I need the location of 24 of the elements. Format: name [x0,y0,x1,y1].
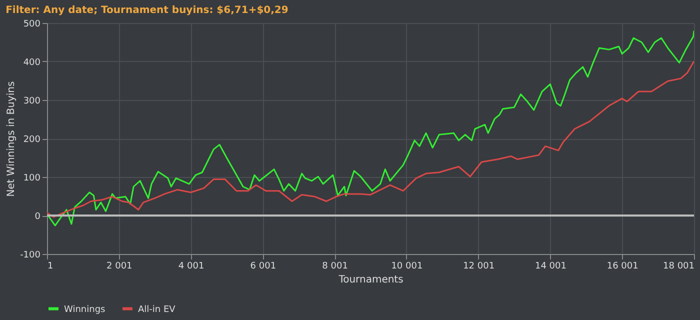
x-tick-label: 14 001 [534,262,566,272]
line-series [47,60,694,218]
x-tick-label: 16 001 [606,262,638,272]
x-tick-label: 1 [48,262,54,272]
x-tick-label: 6 001 [250,262,276,272]
y-axis-title: Net Winnings in Buyins [6,81,18,197]
y-tick-label: 100 [23,174,41,184]
legend-label: All-in EV [138,304,176,315]
x-tick-label: 12 001 [463,262,495,272]
y-tick-label: 500 [23,20,41,30]
x-axis-title: Tournaments [338,274,404,286]
y-tick-label: 200 [23,135,41,145]
line-series [47,30,694,226]
y-tick-label: 400 [23,58,41,68]
x-tick-label: 8 001 [322,262,348,272]
x-tick-label: 4 001 [178,262,204,272]
chart-title: Filter: Any date; Tournament buyins: $6,71+$0,29 [6,5,288,16]
y-tick-label: 300 [23,96,41,106]
legend-label: Winnings [64,304,106,315]
y-tick-label: -100 [20,250,41,260]
x-tick-label: 2 001 [106,262,132,272]
y-tick-label: 0 [34,212,41,222]
x-tick-label: 10 001 [391,262,423,272]
x-tick-label: 18 001 [663,262,694,272]
